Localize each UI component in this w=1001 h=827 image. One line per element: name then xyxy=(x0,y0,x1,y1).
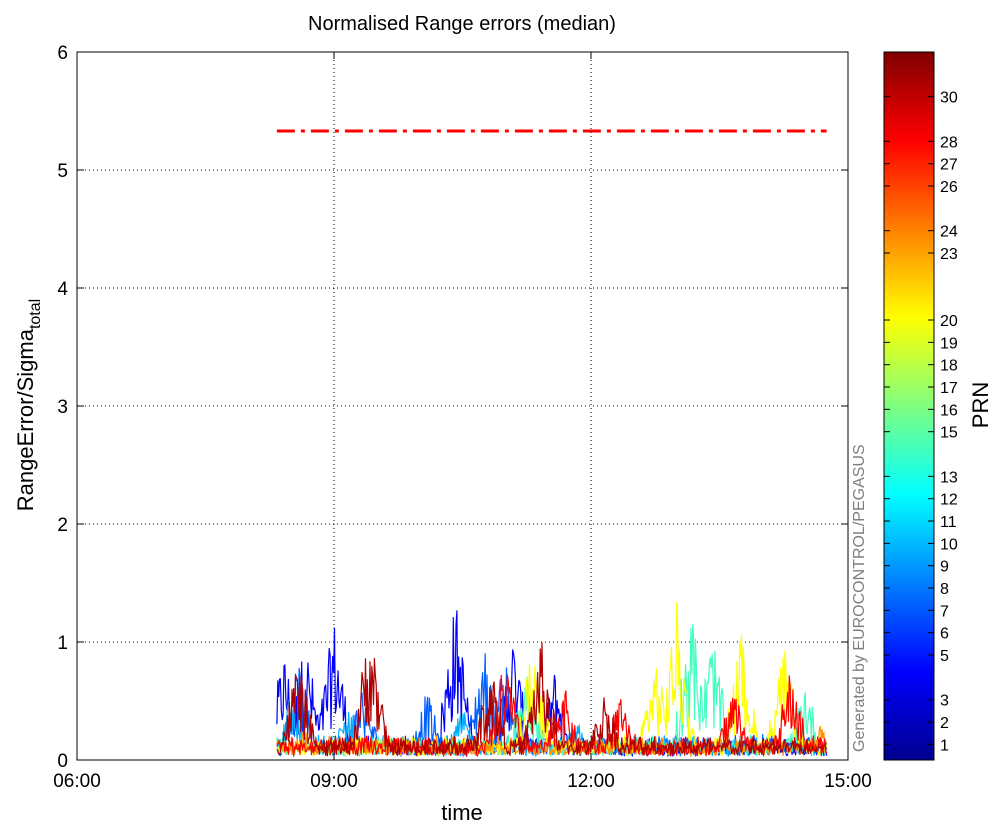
colorbar-tick-label: 18 xyxy=(940,358,958,375)
y-tick-label: 4 xyxy=(57,279,68,300)
y-axis-label-main: RangeError/Sigma xyxy=(13,328,38,511)
chart-title: Normalised Range errors (median) xyxy=(308,13,616,35)
colorbar-tick-label: 28 xyxy=(940,134,958,151)
x-tick-label: 12:00 xyxy=(567,771,615,792)
y-axis: 0 1 2 3 4 5 6 xyxy=(57,43,848,772)
colorbar-tick-label: 30 xyxy=(940,90,958,107)
colorbar-tick-label: 2 xyxy=(940,715,949,732)
series-line-prn-28 xyxy=(276,674,828,757)
colorbar-tick-label: 15 xyxy=(940,425,958,442)
series-layer xyxy=(276,601,828,757)
colorbar xyxy=(883,51,935,761)
colorbar-tick-label: 24 xyxy=(940,224,958,241)
x-tick-label: 06:00 xyxy=(53,771,101,792)
y-tick-label: 1 xyxy=(57,633,68,654)
colorbar-tick-label: 20 xyxy=(940,313,958,330)
y-tick-label: 0 xyxy=(57,751,68,772)
plot-area xyxy=(76,51,849,761)
colorbar-tick-label: 26 xyxy=(940,179,958,196)
x-tick-label: 09:00 xyxy=(310,771,358,792)
y-axis-label: RangeError/Sigmatotal xyxy=(13,299,44,511)
x-axis-label: time xyxy=(441,800,483,825)
colorbar-tick-label: 13 xyxy=(940,469,958,486)
grid-lines xyxy=(77,52,848,760)
colorbar-tick-label: 7 xyxy=(940,603,949,620)
colorbar-tick-label: 6 xyxy=(940,626,949,643)
colorbar-label: PRN xyxy=(968,382,993,428)
y-tick-label: 3 xyxy=(57,397,68,418)
colorbar-tick-label: 8 xyxy=(940,581,949,598)
y-axis-label-sub: total xyxy=(27,299,44,329)
colorbar-tick-label: 23 xyxy=(940,246,958,263)
colorbar-tick-label: 5 xyxy=(940,648,949,665)
colorbar-tick-label: 1 xyxy=(940,737,949,754)
colorbar-tick-label: 9 xyxy=(940,559,949,576)
colorbar-tick-label: 3 xyxy=(940,693,949,710)
colorbar-tick-label: 27 xyxy=(940,157,958,174)
y-tick-label: 5 xyxy=(57,161,68,182)
colorbar-tick-label: 16 xyxy=(940,402,958,419)
colorbar-tick-label: 19 xyxy=(940,335,958,352)
y-tick-label: 2 xyxy=(57,515,68,536)
credit-text: Generated by EUROCONTROL/PEGASUS xyxy=(851,444,868,752)
colorbar-tick-label: 12 xyxy=(940,492,958,509)
x-tick-label: 15:00 xyxy=(824,771,872,792)
colorbar-tick-label: 17 xyxy=(940,380,958,397)
colorbar-tick-label: 11 xyxy=(940,514,957,531)
y-tick-label: 6 xyxy=(57,43,68,64)
series-line-prn-30 xyxy=(276,642,828,757)
colorbar-tick-label: 10 xyxy=(940,536,958,553)
